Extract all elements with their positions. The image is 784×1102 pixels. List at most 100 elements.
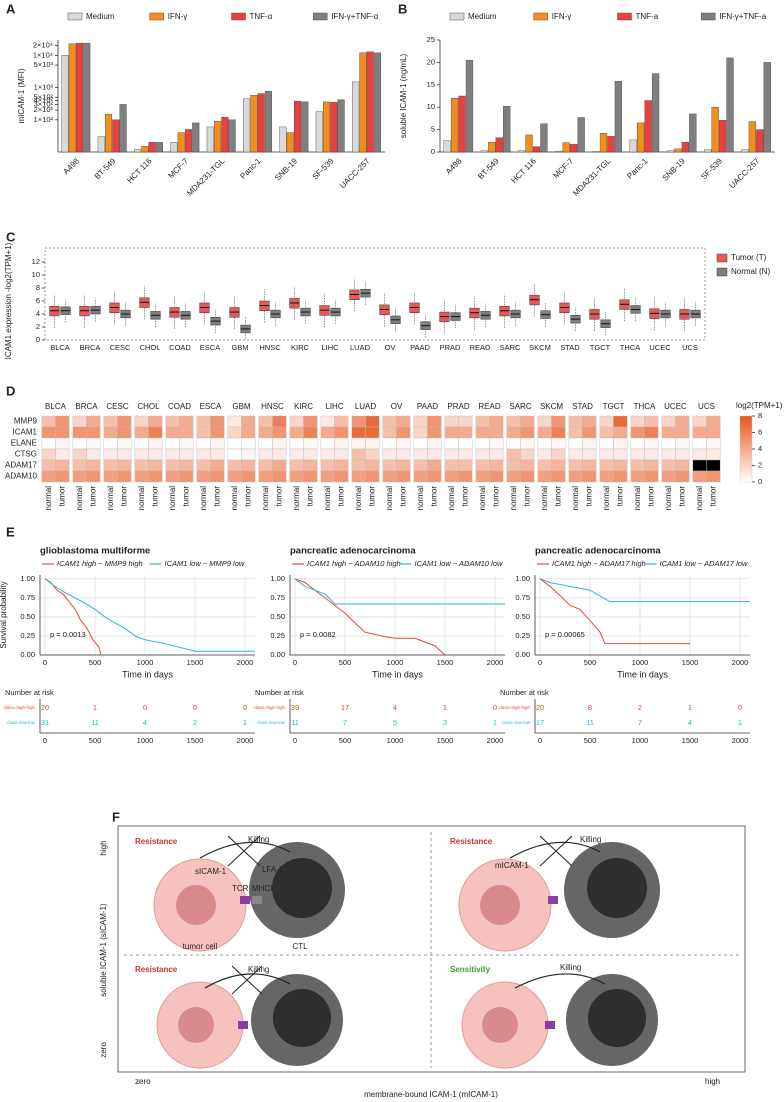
ctl-nucleus	[272, 858, 332, 918]
x-tick-label: COAD	[169, 343, 191, 352]
cell	[444, 459, 459, 472]
bar	[221, 117, 229, 153]
bar	[177, 132, 185, 153]
bar	[301, 101, 309, 153]
bar	[517, 150, 526, 153]
cell	[644, 470, 659, 483]
legend-swatch	[231, 12, 246, 21]
cell	[396, 459, 411, 472]
cell	[506, 426, 521, 439]
column-label: tumor	[460, 486, 469, 507]
risk-value: 20	[536, 703, 544, 712]
bar	[718, 119, 727, 153]
cell	[72, 426, 87, 439]
cell	[396, 426, 411, 439]
legend-swatch	[716, 267, 728, 277]
cell	[241, 470, 256, 483]
cell	[692, 426, 707, 439]
cell	[227, 470, 242, 483]
cell	[196, 448, 211, 461]
bar	[206, 126, 214, 153]
column-label: normal	[571, 486, 580, 511]
bar	[119, 104, 127, 153]
column-label: tumor	[243, 486, 252, 507]
cell	[489, 437, 504, 450]
cell	[475, 415, 490, 428]
y-tick-label: 1.00	[20, 574, 35, 583]
cell	[196, 459, 211, 472]
cell	[165, 470, 180, 483]
legend-swatch	[701, 12, 716, 21]
x-tick-label: 2000	[487, 658, 504, 667]
cell	[706, 459, 721, 472]
column-label: normal	[323, 486, 332, 511]
column-group: CESC	[106, 402, 128, 411]
label: mICAM-1	[495, 861, 529, 870]
action: Killing	[248, 835, 269, 844]
cell	[382, 426, 397, 439]
cell	[72, 459, 87, 472]
survival-curve	[539, 578, 690, 645]
column-group: PRAD	[447, 402, 469, 411]
cell	[599, 448, 614, 461]
cell	[303, 437, 318, 450]
frame	[44, 247, 706, 341]
risk-value: 4	[688, 718, 692, 727]
cell	[506, 459, 521, 472]
x-tick-label: PAAD	[410, 343, 430, 352]
action: Killing	[248, 965, 269, 974]
bar	[763, 62, 771, 153]
cell	[630, 426, 645, 439]
bar	[532, 146, 541, 153]
y-tick-label: 0	[36, 335, 40, 344]
y-tick-label: 12	[32, 257, 40, 266]
x-tick-label: 1000	[137, 736, 154, 745]
column-label: normal	[75, 486, 84, 511]
x-tick-label: HCT 116	[125, 156, 154, 185]
cell	[72, 448, 87, 461]
y-label: Survival probability	[0, 581, 8, 648]
bar	[674, 148, 682, 153]
cell	[396, 437, 411, 450]
cell	[675, 448, 690, 461]
cell	[272, 415, 287, 428]
cell	[117, 415, 132, 428]
arrow	[199, 841, 291, 859]
bar	[279, 126, 287, 153]
column-label: normal	[137, 486, 146, 511]
row-label: CTSG	[15, 450, 37, 459]
column-label: normal	[509, 486, 518, 511]
x-tick-label: 500	[584, 658, 597, 667]
survival-curve	[44, 578, 255, 652]
cell	[706, 448, 721, 461]
column-group: HNSC	[261, 402, 284, 411]
column-label: tumor	[274, 486, 283, 507]
bar	[337, 99, 345, 153]
cell	[630, 470, 645, 483]
x-tick-label: MDA231-TGL	[571, 156, 613, 198]
survival-curve	[44, 578, 102, 656]
cell	[334, 470, 349, 483]
arrow	[509, 841, 601, 859]
cell	[103, 426, 118, 439]
x-tick-label: A498	[444, 156, 464, 176]
y-tick-label: 1.00	[270, 574, 285, 583]
cell	[148, 470, 163, 483]
column-label: tumor	[212, 486, 221, 507]
cell	[506, 415, 521, 428]
cell	[227, 426, 242, 439]
cell	[210, 426, 225, 439]
column-group: UCS	[698, 402, 715, 411]
x-tick-label: 500	[584, 736, 597, 745]
cell	[413, 448, 428, 461]
cell	[258, 437, 273, 450]
cell	[599, 437, 614, 450]
cell	[196, 426, 211, 439]
bar	[141, 146, 149, 153]
legend-swatch	[617, 12, 632, 21]
x-label: Time in days	[617, 669, 668, 679]
survival-curve	[294, 578, 505, 605]
y-tick-label: 0.75	[515, 593, 530, 602]
legend-label: IFN-γ	[168, 12, 188, 21]
cell	[692, 415, 707, 428]
